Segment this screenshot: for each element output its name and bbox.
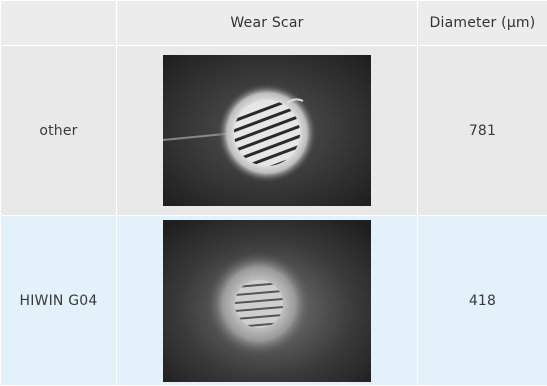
header-diameter: Diameter (μm) xyxy=(418,1,547,46)
wear-scar-photo-cell xyxy=(117,46,418,216)
table-header-row: Wear Scar Diameter (μm) xyxy=(1,1,547,46)
diameter-value: 418 xyxy=(418,216,547,386)
diameter-value: 781 xyxy=(418,46,547,216)
wear-scar-photo-hiwin-g04 xyxy=(163,220,371,382)
table-row: HIWIN G04 xyxy=(1,216,547,386)
wear-scar-photo-other xyxy=(163,55,371,206)
header-empty-cell xyxy=(1,1,117,46)
wear-scar-photo-cell xyxy=(117,216,418,386)
row-label: other xyxy=(1,46,117,216)
table-row: other xyxy=(1,46,547,216)
header-wear-scar: Wear Scar xyxy=(117,1,418,46)
row-label: HIWIN G04 xyxy=(1,216,117,386)
